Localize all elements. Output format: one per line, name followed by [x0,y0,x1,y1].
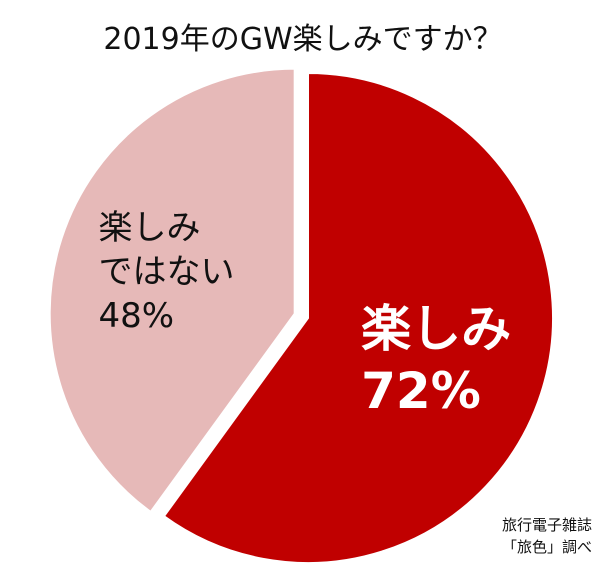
slice-label: 楽しみ 72% [361,298,511,422]
value-label: 48% [98,296,175,337]
pie-slice [48,67,296,514]
value-label: 72% [361,361,481,420]
category-label: 楽しみ [361,299,512,358]
category-label: 楽しみ ではない [98,208,235,293]
chart-title: 2019年のGW楽しみですか？ [103,22,503,57]
slice-label: 楽しみ ではない 48% [99,206,235,338]
source-note: 旅行電子雑誌 「旅色」調べ [501,516,592,556]
pie-slice [162,71,554,564]
